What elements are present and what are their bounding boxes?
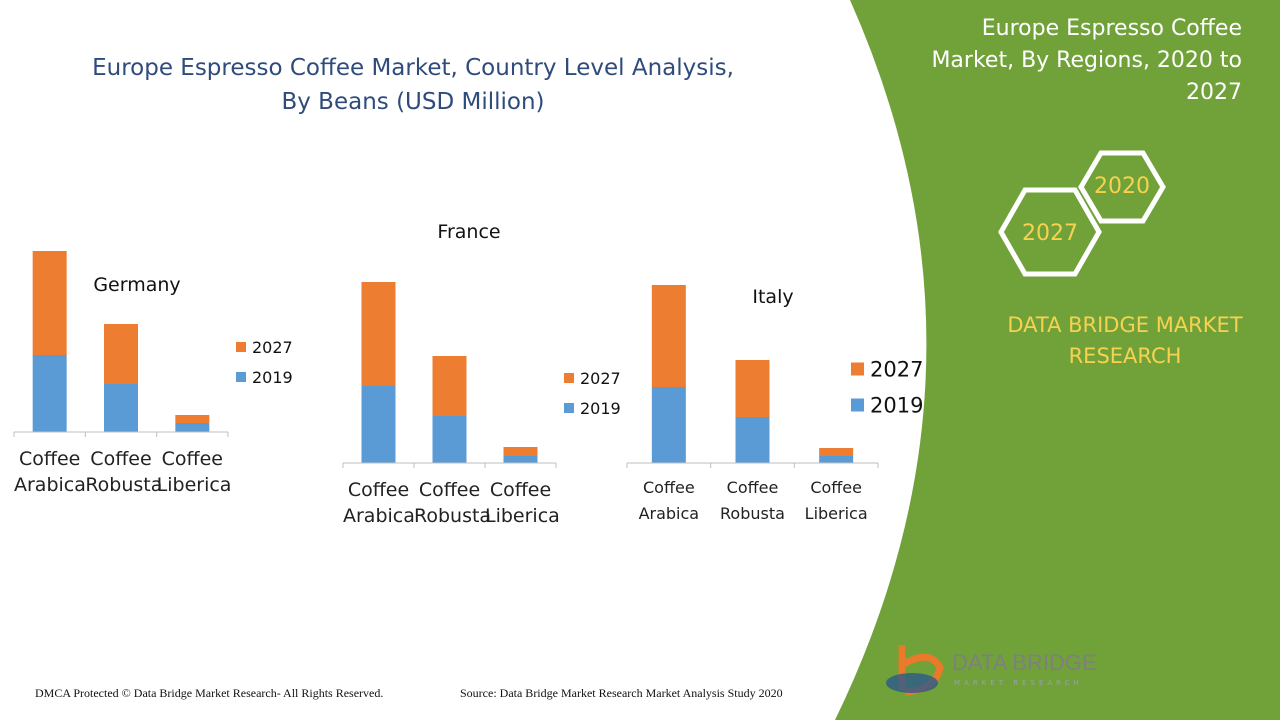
legend-label: 2027: [870, 358, 923, 382]
bar-segment: [104, 384, 138, 432]
legend-swatch: [851, 398, 864, 412]
bar-segment: [819, 448, 854, 456]
side-title: Market, By Regions, 2020 to: [931, 48, 1242, 73]
side-title: Europe Espresso Coffee: [981, 16, 1242, 41]
bar-segment: [32, 355, 67, 432]
legend-swatch: [236, 342, 246, 352]
x-tick-label: Coffee Liberica: [485, 479, 560, 527]
x-tick-label: Coffee Robusta: [414, 479, 492, 527]
bar-segment: [503, 447, 538, 456]
source: Source: Data Bridge Market Research Mark…: [460, 686, 783, 700]
hexagon-label: 2020: [1094, 174, 1150, 199]
bar-segment: [175, 415, 210, 423]
side-panel-bg: [835, 0, 1280, 720]
brand: DATA BRIDGE MARKET: [1007, 313, 1243, 337]
bar-segment: [361, 282, 396, 386]
bar-segment: [361, 386, 396, 463]
title-line: By Beans (USD Million): [281, 89, 545, 115]
chart-title: Germany: [93, 274, 180, 296]
copyright: DMCA Protected © Data Bridge Market Rese…: [35, 686, 384, 700]
bar-segment: [651, 285, 686, 387]
x-tick-label: Coffee Arabica: [343, 479, 415, 527]
chart-title: France: [437, 221, 500, 243]
legend-swatch: [851, 362, 864, 376]
bar-segment: [104, 324, 138, 384]
legend-swatch: [236, 372, 246, 382]
bar-segment: [432, 416, 467, 463]
title-line: Europe Espresso Coffee Market, Country L…: [92, 55, 734, 81]
legend-label: 2019: [252, 368, 293, 387]
legend-label: 2027: [252, 338, 293, 357]
side-title: 2027: [1186, 80, 1242, 105]
legend-swatch: [564, 403, 574, 413]
hexagon: [998, 187, 1102, 277]
bar-segment: [432, 356, 467, 416]
x-tick-label: Coffee Liberica: [804, 478, 868, 523]
legend-label: 2019: [580, 399, 621, 418]
logo-name: DATA BRIDGE: [952, 650, 1097, 675]
bar-segment: [175, 423, 210, 432]
chart-title: Italy: [752, 286, 793, 308]
bar-segment: [651, 387, 686, 463]
hexagon-label: 2027: [1022, 221, 1078, 246]
hexagon: [1078, 150, 1166, 224]
x-tick-label: Coffee Robusta: [720, 478, 785, 523]
x-tick-label: Coffee Liberica: [156, 448, 232, 496]
x-tick-label: Coffee Arabica: [14, 448, 86, 496]
bar-segment: [503, 456, 538, 463]
legend-label: 2027: [580, 369, 621, 388]
bar-segment: [819, 456, 854, 463]
brand: RESEARCH: [1068, 344, 1182, 368]
x-tick-label: Coffee Arabica: [638, 478, 700, 523]
logo-subtitle: MARKET RESEARCH: [954, 679, 1083, 687]
x-tick-label: Coffee Robusta: [85, 448, 163, 496]
logo-icon: [886, 673, 938, 693]
legend-label: 2019: [870, 394, 923, 418]
bar-segment: [735, 417, 770, 463]
legend-swatch: [564, 373, 574, 383]
bar-segment: [32, 251, 67, 355]
bar-segment: [735, 360, 770, 417]
